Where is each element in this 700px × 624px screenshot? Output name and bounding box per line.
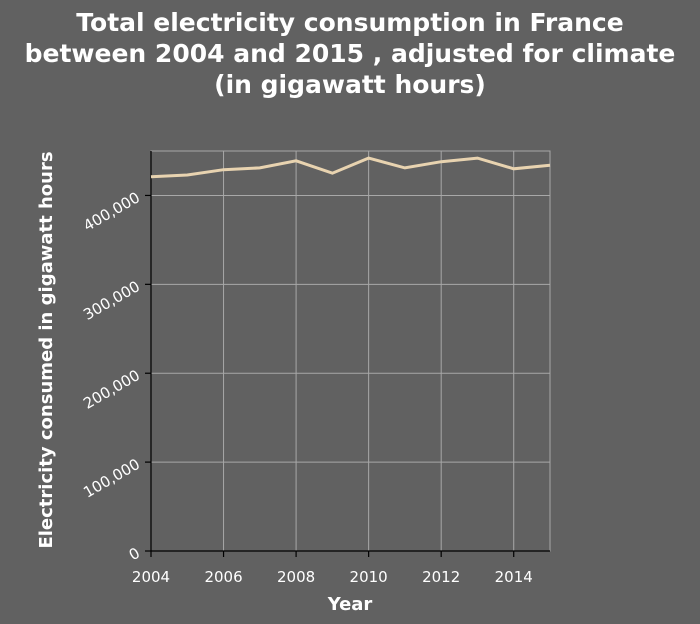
chart-title-line-3: (in gigawatt hours) <box>214 70 486 99</box>
y-tick-label: 100,000 <box>80 455 143 502</box>
x-tick-label: 2014 <box>495 568 533 586</box>
y-tick-label: 0 <box>126 544 143 564</box>
y-tick-label: 300,000 <box>80 277 143 324</box>
plot-frame <box>150 150 551 552</box>
tick-labels: 2004 2006 2008 2010 2012 2014 0 100,000 200,000 3… <box>80 188 533 586</box>
chart-title-line-1: Total electricity consumption in France <box>76 8 623 37</box>
x-tick-label: 2010 <box>350 568 388 586</box>
series <box>150 156 551 179</box>
axes <box>145 151 550 557</box>
grid <box>150 150 551 552</box>
x-tick-label: 2004 <box>132 568 170 586</box>
y-axis-label: Electricity consumed in gigawatt hours <box>36 151 57 548</box>
x-tick-label: 2006 <box>204 568 242 586</box>
x-axis-label: Year <box>327 594 373 615</box>
x-tick-label: 2012 <box>422 568 460 586</box>
series-line <box>150 156 551 179</box>
y-tick-label: 200,000 <box>80 366 143 413</box>
x-tick-label: 2008 <box>277 568 315 586</box>
y-tick-label: 400,000 <box>80 188 143 235</box>
chart-title-line-2: between 2004 and 2015 , adjusted for cli… <box>25 39 676 68</box>
